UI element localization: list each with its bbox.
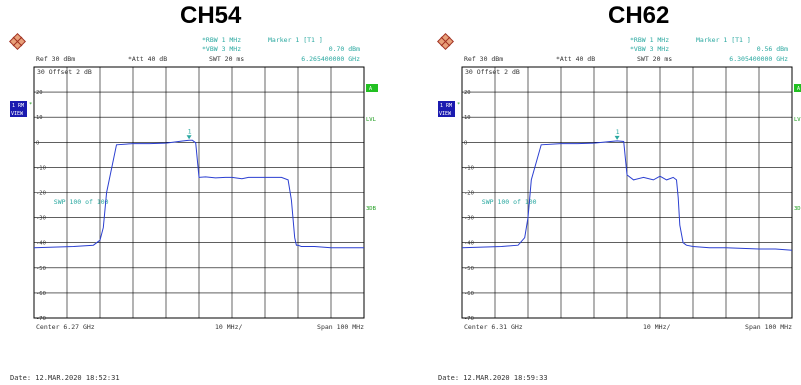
trace-badge-line2: VIEW bbox=[11, 111, 24, 117]
y-tick-label: -20 bbox=[464, 191, 474, 197]
side-indicator-lvl: LVL bbox=[794, 117, 801, 123]
y-tick-label: -30 bbox=[464, 216, 474, 222]
side-indicator-a bbox=[366, 84, 378, 92]
sweep-time-label: SWT 20 ms bbox=[209, 55, 244, 63]
sweep-time-label: SWT 20 ms bbox=[637, 55, 672, 63]
ref-level-label: Ref 30 dBm bbox=[36, 55, 75, 63]
attenuation-label: *Att 40 dB bbox=[128, 55, 167, 63]
marker-number: 1 bbox=[188, 127, 192, 135]
date-stamp: Date: 12.MAR.2020 18:59:33 bbox=[438, 374, 548, 382]
trace-view-badge bbox=[438, 101, 455, 117]
y-tick-label: -50 bbox=[36, 266, 46, 272]
spectrum-trace bbox=[33, 139, 364, 249]
side-indicator-3db: 3DB bbox=[794, 206, 801, 212]
trace-badge-marker: * bbox=[457, 102, 460, 108]
y-tick-label: 0 bbox=[36, 140, 39, 146]
span-label: Span 100 MHz bbox=[745, 323, 792, 331]
sweep-count-label: SWP 100 of 100 bbox=[54, 198, 109, 206]
spectrum-panel-ch62: CH62 *RBW 1 MHz *VBW 3 MHz Marker 1 [T1 ] 0… bbox=[428, 0, 801, 385]
marker-number: 1 bbox=[616, 128, 620, 136]
marker-frequency: 6.305400000 GHz bbox=[729, 55, 788, 63]
center-frequency-label: Center 6.27 GHz bbox=[36, 323, 95, 331]
frequency-per-division-label: 10 MHz/ bbox=[215, 323, 242, 331]
marker-level: 0.70 dBm bbox=[329, 45, 360, 53]
spectrum-plot-ch62: *RBW 1 MHz*VBW 3 MHz Marker 1 [T1 ] 0.56 d… bbox=[437, 33, 801, 382]
center-frequency-label: Center 6.31 GHz bbox=[464, 323, 523, 331]
y-tick-label: 10 bbox=[464, 115, 471, 121]
date-stamp: Date: 12.MAR.2020 18:52:31 bbox=[10, 374, 120, 382]
y-tick-label: -50 bbox=[464, 266, 474, 272]
trace-view-badge bbox=[10, 101, 27, 117]
marker-label: Marker 1 [T1 ] bbox=[696, 36, 751, 44]
chart-title: CH54 bbox=[180, 2, 242, 29]
trace-badge-line2: VIEW bbox=[439, 111, 452, 117]
offset-label: 30 Offset 2 dB bbox=[37, 68, 92, 76]
y-tick-label: 0 bbox=[464, 140, 467, 146]
marker-level: 0.56 dBm bbox=[757, 45, 788, 53]
y-tick-label: -60 bbox=[464, 291, 474, 297]
vbw-label: *VBW 3 MHz bbox=[630, 45, 669, 53]
spectrum-panel-ch54: CH54 *RBW 1 MHz *VBW 3 MHz Marker 1 [T1 ] 0… bbox=[0, 0, 380, 385]
y-tick-label: -70 bbox=[36, 316, 46, 322]
offset-label: 30 Offset 2 dB bbox=[465, 68, 520, 76]
y-tick-label: -20 bbox=[36, 191, 46, 197]
side-indicator-3db: 3DB bbox=[366, 206, 377, 212]
rs-logo-icon bbox=[12, 36, 23, 47]
side-indicator-a-label: A bbox=[797, 86, 800, 92]
sweep-count-label: SWP 100 of 100 bbox=[482, 198, 537, 206]
rbw-label: *RBW 1 MHz bbox=[630, 36, 669, 44]
marker-icon bbox=[614, 135, 620, 140]
chart-title: CH62 bbox=[608, 2, 670, 29]
rbw-label: *RBW 1 MHz bbox=[202, 36, 241, 44]
vbw-label: *VBW 3 MHz bbox=[202, 45, 241, 53]
span-label: Span 100 MHz bbox=[317, 323, 364, 331]
y-tick-label: 10 bbox=[36, 115, 43, 121]
spectrum-plot-ch54: *RBW 1 MHz*VBW 3 MHz Marker 1 [T1 ] 0.70 d… bbox=[9, 33, 378, 382]
y-tick-label: 20 bbox=[464, 90, 471, 96]
side-indicator-a bbox=[794, 84, 801, 92]
attenuation-label: *Att 40 dB bbox=[556, 55, 595, 63]
y-tick-label: -10 bbox=[464, 165, 474, 171]
y-tick-label: -10 bbox=[36, 165, 46, 171]
side-indicator-lvl: LVL bbox=[366, 117, 377, 123]
y-tick-label: -60 bbox=[36, 291, 46, 297]
rs-logo-icon bbox=[440, 36, 451, 47]
spectrum-trace bbox=[461, 140, 793, 251]
trace-badge-marker: * bbox=[29, 102, 32, 108]
trace-badge-line1: 1 RM bbox=[12, 103, 24, 109]
y-tick-label: -40 bbox=[464, 241, 474, 247]
y-tick-label: -30 bbox=[36, 216, 46, 222]
side-indicator-a-label: A bbox=[369, 86, 372, 92]
y-tick-label: -40 bbox=[36, 241, 46, 247]
trace-badge-line1: 1 RM bbox=[440, 103, 452, 109]
marker-label: Marker 1 [T1 ] bbox=[268, 36, 323, 44]
y-tick-label: 20 bbox=[36, 90, 43, 96]
frequency-per-division-label: 10 MHz/ bbox=[643, 323, 670, 331]
ref-level-label: Ref 30 dBm bbox=[464, 55, 503, 63]
marker-icon bbox=[186, 135, 192, 140]
marker-frequency: 6.265400000 GHz bbox=[301, 55, 360, 63]
y-tick-label: -70 bbox=[464, 316, 474, 322]
